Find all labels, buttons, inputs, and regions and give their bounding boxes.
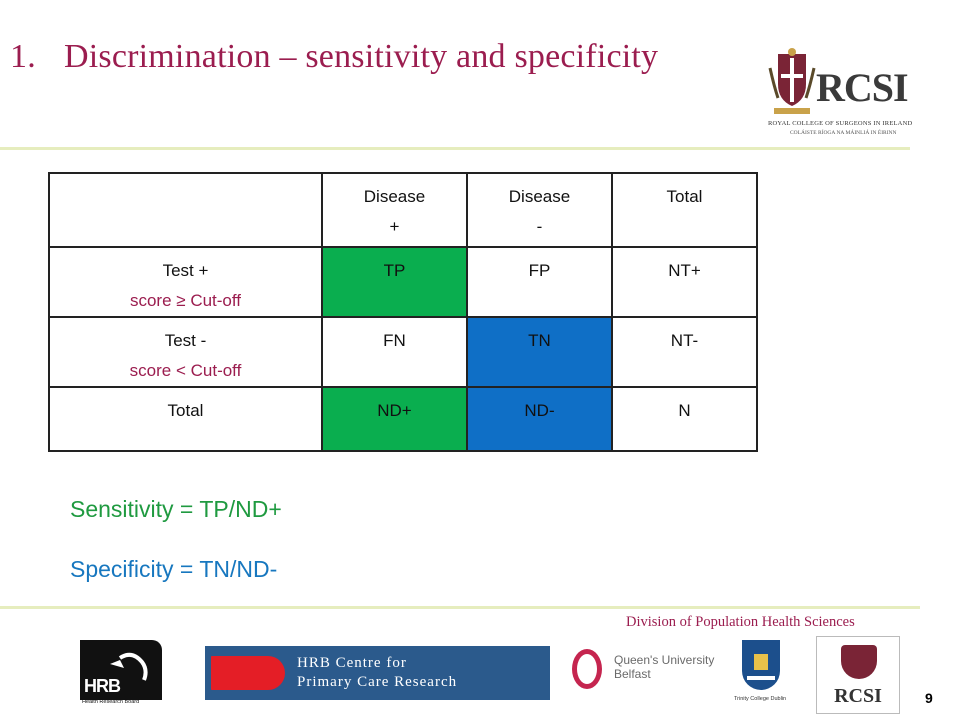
rcsi-acronym: RCSI [816, 65, 909, 110]
row-label: Total [167, 401, 204, 420]
header-disease-positive-line1: Disease [363, 187, 426, 206]
table-row: Test - score < Cut-off FN TN NT- [48, 316, 758, 388]
row-label-test-negative: Test - score < Cut-off [48, 316, 323, 388]
header-total: Total [611, 172, 758, 248]
row-label-total: Total [48, 386, 323, 452]
rcsi-footer-crest-icon [841, 645, 877, 679]
footer-division: Division of Population Health Sciences [626, 614, 855, 630]
confusion-matrix-table: Disease + Disease - Total Test + score ≥… [48, 172, 758, 452]
qub-q-icon [572, 649, 602, 689]
rcsi-name-english: ROYAL COLLEGE OF SURGEONS IN IRELAND [768, 120, 913, 127]
top-divider [0, 147, 910, 150]
hrb-centre-line1: HRB Centre for [297, 655, 407, 671]
rcsi-footer-acronym: RCSI [834, 685, 882, 707]
hrb-centre-red-shape [211, 656, 285, 690]
rcsi-footer-logo: RCSI [816, 636, 900, 714]
header-disease-positive-line2: + [389, 217, 400, 236]
table-row: Test + score ≥ Cut-off TP FP NT+ [48, 246, 758, 318]
header-disease-negative-line1: Disease [508, 187, 571, 206]
cell-tp: TP [321, 246, 468, 318]
cell-fp: FP [466, 246, 613, 318]
tcd-logo: Trinity College Dublin [734, 640, 792, 714]
header-disease-negative: Disease - [466, 172, 613, 248]
hrb-centre-line2: Primary Care Research [297, 674, 458, 690]
rcsi-logo: RCSI ROYAL COLLEGE OF SURGEONS IN IRELAN… [768, 48, 912, 140]
slide-title: 1. Discrimination – sensitivity and speci… [10, 38, 658, 76]
table-row: Total ND+ ND- N [48, 386, 758, 452]
header-disease-positive: Disease + [321, 172, 468, 248]
cell-nd-negative: ND- [466, 386, 613, 452]
cell-nt-negative: NT- [611, 316, 758, 388]
rcsi-crest-icon [768, 48, 816, 114]
cell-nd-positive: ND+ [321, 386, 468, 452]
cell-fn: FN [321, 316, 468, 388]
page-number: 9 [925, 690, 933, 706]
qub-logo: Queen's University Belfast [566, 645, 716, 701]
header-disease-negative-line2: - [536, 217, 543, 236]
qub-name-line2: Belfast [614, 667, 651, 681]
title-number: 1. [10, 38, 36, 75]
row-label: Test - [164, 331, 207, 350]
cell-n-total: N [611, 386, 758, 452]
header-empty-cell [48, 172, 323, 248]
hrb-tagline: Health Research Board [82, 699, 140, 705]
row-sublabel: score ≥ Cut-off [129, 291, 242, 310]
tcd-label: Trinity College Dublin [734, 696, 787, 702]
sensitivity-formula: Sensitivity = TP/ND+ [70, 496, 282, 522]
hrb-acronym: HRB [84, 676, 121, 696]
qub-name-line1: Queen's University [614, 653, 715, 667]
hrb-logo-background [80, 640, 162, 700]
hrb-bird-icon [110, 652, 148, 681]
bottom-divider [0, 606, 920, 609]
cell-nt-positive: NT+ [611, 246, 758, 318]
row-sublabel: score < Cut-off [129, 361, 242, 380]
hrb-logo: HRB Health Research Board [80, 640, 162, 708]
row-label-test-positive: Test + score ≥ Cut-off [48, 246, 323, 318]
table-header-row: Disease + Disease - Total [48, 172, 758, 248]
tcd-shield-detail-icon [747, 654, 775, 680]
title-text: Discrimination – sensitivity and specifi… [64, 38, 659, 75]
hrb-centre-logo: HRB Centre for Primary Care Research [205, 646, 550, 700]
specificity-formula: Specificity = TN/ND- [70, 556, 278, 582]
tcd-shield-icon [742, 640, 780, 690]
rcsi-name-irish: COLÁISTE RÍOGA NA MÁINLIÁ IN ÉIRINN [790, 130, 897, 136]
row-label: Test + [162, 261, 209, 280]
cell-tn: TN [466, 316, 613, 388]
